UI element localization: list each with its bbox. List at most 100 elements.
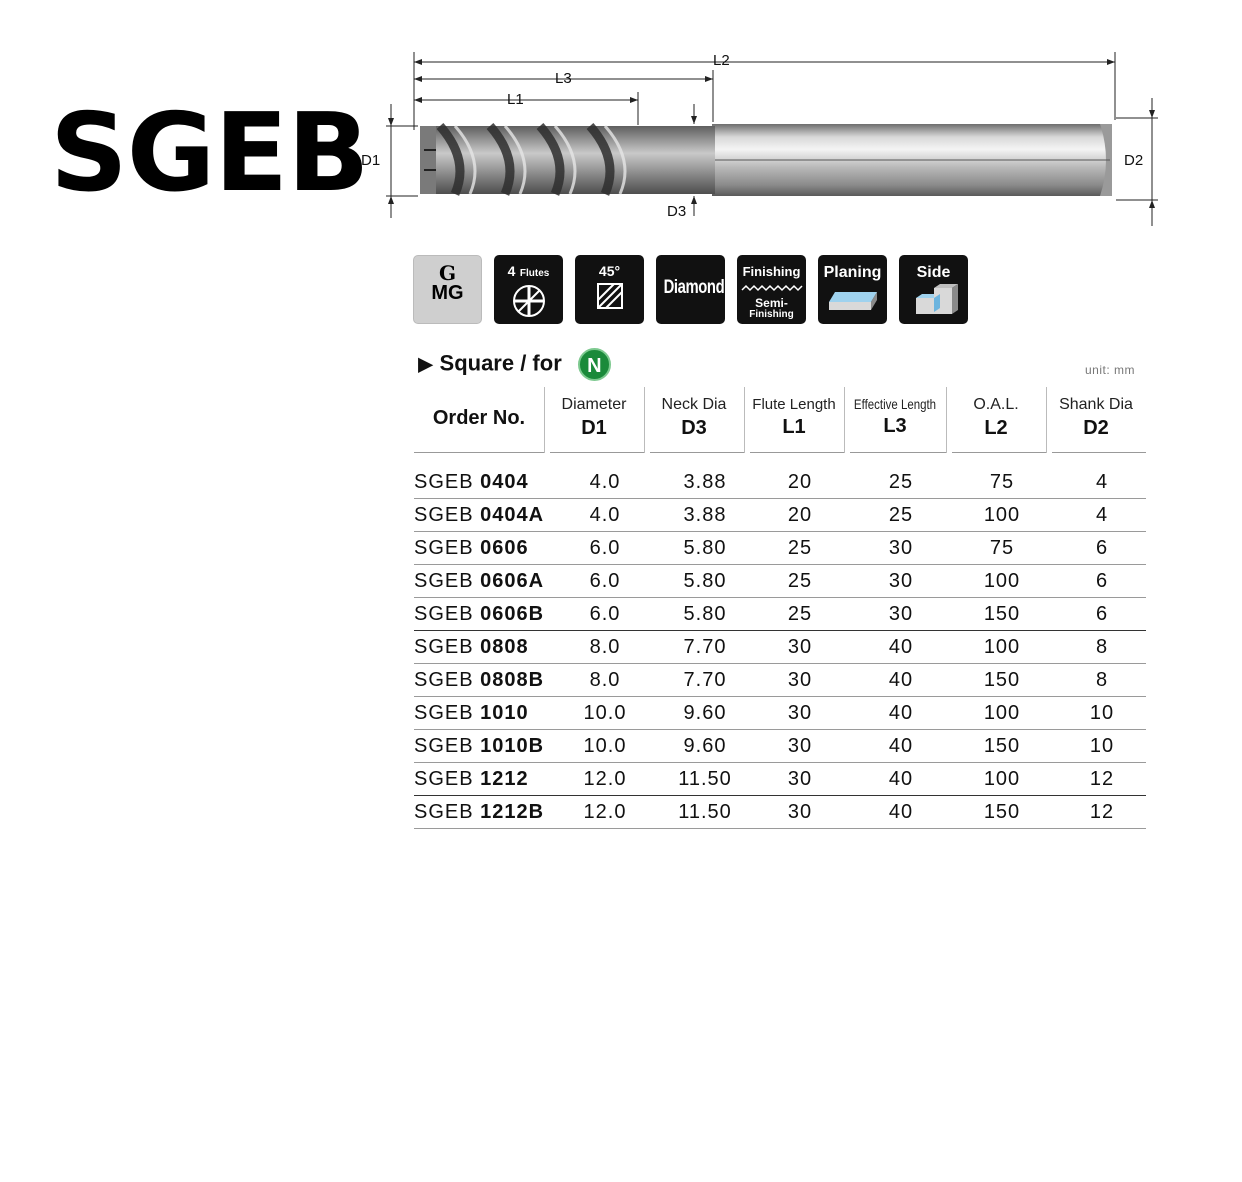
cell-l1: 30	[787, 636, 813, 658]
header-l1: Flute Length L1	[744, 387, 844, 453]
cell-l1: 30	[787, 669, 813, 691]
table-row: SGEB 0404A 4.0 3.88 20 25 100 4	[414, 499, 1146, 532]
cell-l1: 30	[787, 801, 813, 823]
cell-d2: 12	[1089, 801, 1115, 823]
dimension-l2: L2	[713, 52, 730, 69]
cell-d1: 8.0	[589, 669, 621, 691]
dimension-d2: D2	[1124, 152, 1144, 169]
order-no: SGEB 1212	[414, 768, 529, 790]
cell-d1: 8.0	[589, 636, 621, 658]
dimension-d1: D1	[361, 152, 381, 169]
header-l3: Effective Length L3	[844, 387, 946, 453]
table-row: SGEB 1212B 12.0 11.50 30 40 150 12	[414, 796, 1146, 829]
order-no: SGEB 0606	[414, 537, 529, 559]
cell-l2: 150	[983, 801, 1021, 823]
cell-d3: 3.88	[683, 471, 727, 493]
cell-l1: 25	[787, 570, 813, 592]
table-row: SGEB 0404 4.0 3.88 20 25 75 4	[414, 466, 1146, 499]
cell-l3: 30	[888, 570, 914, 592]
cell-d1: 10.0	[583, 735, 627, 757]
cell-l1: 20	[787, 471, 813, 493]
order-no: SGEB 0404A	[414, 504, 545, 526]
cell-d3: 9.60	[683, 735, 727, 757]
cell-d3: 11.50	[678, 801, 732, 823]
cell-l3: 30	[888, 603, 914, 625]
four-flutes-icon: 4 Flutes	[494, 255, 563, 324]
cell-d3: 11.50	[678, 768, 732, 790]
side-icon: Side	[899, 255, 968, 324]
table-row: SGEB 0808B 8.0 7.70 30 40 150 8	[414, 664, 1146, 697]
cell-d1: 4.0	[589, 471, 621, 493]
order-no: SGEB 0808	[414, 636, 529, 658]
header-d3: Neck Dia D3	[644, 387, 744, 453]
cell-l2: 75	[989, 537, 1015, 559]
cell-d2: 10	[1089, 735, 1115, 757]
table-row: SGEB 0606A 6.0 5.80 25 30 100 6	[414, 565, 1146, 598]
dimension-l3: L3	[555, 70, 572, 87]
cell-d1: 6.0	[589, 537, 621, 559]
cell-l3: 40	[888, 768, 914, 790]
table-row: SGEB 1010 10.0 9.60 30 40 100 10	[414, 697, 1146, 730]
order-no: SGEB 0606A	[414, 570, 545, 592]
dimension-d3: D3	[667, 203, 687, 220]
cell-d2: 10	[1089, 702, 1115, 724]
cell-l3: 25	[888, 504, 914, 526]
cell-l3: 25	[888, 471, 914, 493]
cell-d1: 6.0	[589, 603, 621, 625]
unit-label: unit: mm	[1085, 363, 1136, 377]
product-title: SGEB	[50, 91, 370, 216]
cell-l2: 150	[983, 603, 1021, 625]
cell-l1: 30	[787, 768, 813, 790]
table-row: SGEB 0606 6.0 5.80 25 30 75 6	[414, 532, 1146, 565]
cell-l2: 100	[983, 768, 1021, 790]
cell-d2: 8	[1095, 636, 1109, 658]
order-no: SGEB 1212B	[414, 801, 545, 823]
header-l2: O.A.L. L2	[946, 387, 1046, 453]
cell-l2: 100	[983, 636, 1021, 658]
mg-grade-icon: G MG	[413, 255, 482, 324]
table-row: SGEB 0606B 6.0 5.80 25 30 150 6	[414, 598, 1146, 631]
cell-l3: 30	[888, 537, 914, 559]
cell-l1: 25	[787, 603, 813, 625]
section-title-text: Square / for	[439, 350, 562, 376]
cell-d2: 8	[1095, 669, 1109, 691]
cell-d1: 4.0	[589, 504, 621, 526]
cell-d3: 3.88	[683, 504, 727, 526]
cell-l2: 100	[983, 504, 1021, 526]
table-row: SGEB 1010B 10.0 9.60 30 40 150 10	[414, 730, 1146, 763]
order-no: SGEB 1010	[414, 702, 529, 724]
header-d2: Shank Dia D2	[1046, 387, 1146, 453]
cell-l1: 20	[787, 504, 813, 526]
header-d1: Diameter D1	[544, 387, 644, 453]
cell-d2: 4	[1095, 504, 1109, 526]
cell-d3: 7.70	[683, 669, 727, 691]
section-title: ▶ Square / for N	[418, 348, 611, 381]
table-row: SGEB 0808 8.0 7.70 30 40 100 8	[414, 631, 1146, 664]
cell-l2: 100	[983, 702, 1021, 724]
order-no: SGEB 0404	[414, 471, 529, 493]
cell-d3: 5.80	[683, 537, 727, 559]
order-no: SGEB 1010B	[414, 735, 545, 757]
cell-l2: 100	[983, 570, 1021, 592]
material-n-badge: N	[577, 348, 611, 381]
dimension-l1: L1	[507, 91, 524, 108]
cell-l3: 40	[888, 669, 914, 691]
cell-l2: 150	[983, 735, 1021, 757]
cell-d3: 7.70	[683, 636, 727, 658]
cell-d1: 6.0	[589, 570, 621, 592]
order-no-header: Order No.	[414, 387, 544, 453]
helix-45-icon: 45°	[575, 255, 644, 324]
cell-l1: 25	[787, 537, 813, 559]
cell-l2: 75	[989, 471, 1015, 493]
cell-d2: 6	[1095, 603, 1109, 625]
triangle-right-icon: ▶	[418, 353, 434, 376]
cell-d3: 5.80	[683, 603, 727, 625]
cell-d2: 12	[1089, 768, 1115, 790]
cell-d3: 9.60	[683, 702, 727, 724]
diamond-coating-icon: Diamond	[656, 255, 725, 324]
cell-d1: 10.0	[583, 702, 627, 724]
end-mill-drawing	[386, 52, 1158, 226]
finishing-icon: Finishing Semi- Finishing	[737, 255, 806, 324]
cell-l3: 40	[888, 735, 914, 757]
planing-icon: Planing	[818, 255, 887, 324]
